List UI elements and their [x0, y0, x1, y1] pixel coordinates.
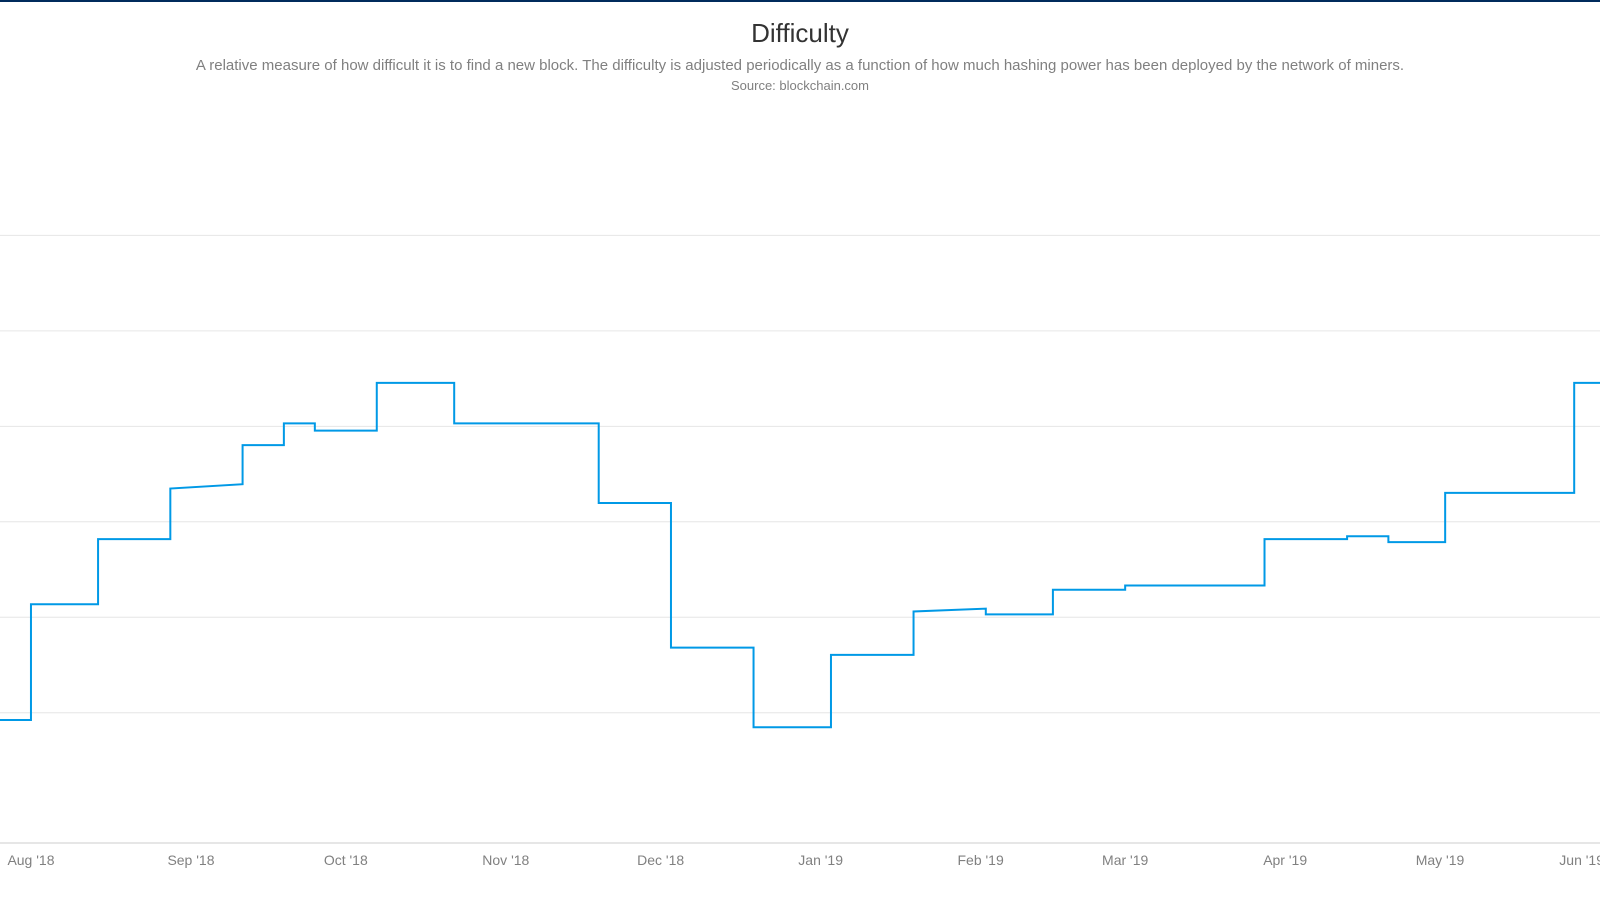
chart-subtitle: A relative measure of how difficult it i… — [0, 57, 1600, 74]
chart-title: Difficulty — [0, 18, 1600, 49]
difficulty-chart: Aug '18 Sep '18 Oct '18 Nov '18 Dec '18 Jan '… — [0, 103, 1600, 883]
x-axis-label: Jan '19 — [798, 852, 843, 868]
x-axis-label: Dec '18 — [637, 852, 684, 868]
x-axis-label: May '19 — [1416, 852, 1465, 868]
top-border — [0, 0, 1600, 2]
x-axis-label: Mar '19 — [1102, 852, 1148, 868]
x-axis-label: Nov '18 — [482, 852, 529, 868]
difficulty-series — [0, 383, 1600, 727]
chart-container: Aug '18 Sep '18 Oct '18 Nov '18 Dec '18 Jan '… — [0, 103, 1600, 883]
x-axis-label: Feb '19 — [958, 852, 1004, 868]
x-axis-label: Aug '18 — [7, 852, 54, 868]
x-axis-label: Sep '18 — [167, 852, 214, 868]
x-axis-label: Oct '18 — [324, 852, 368, 868]
x-axis-label: Jun '19 — [1559, 852, 1600, 868]
x-axis-label: Apr '19 — [1263, 852, 1307, 868]
chart-source: Source: blockchain.com — [0, 78, 1600, 93]
